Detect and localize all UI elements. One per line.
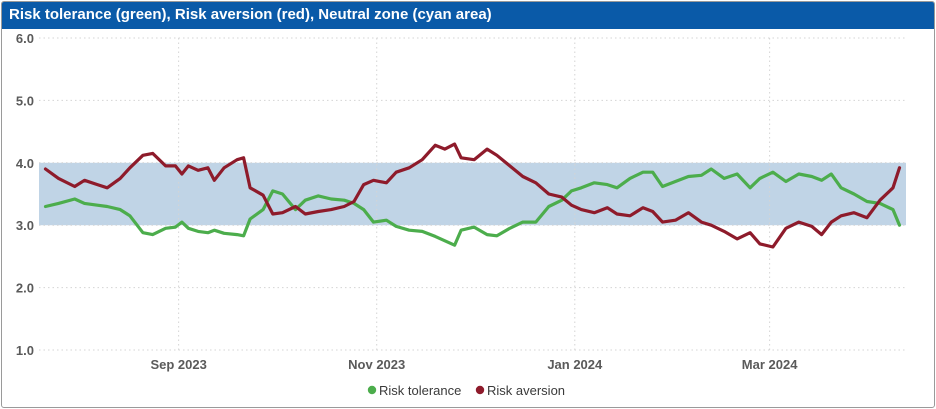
x-tick-label: Nov 2023 — [348, 357, 405, 372]
y-tick-label: 2.0 — [16, 281, 34, 296]
chart-title-bar: Risk tolerance (green), Risk aversion (r… — [2, 2, 934, 29]
legend-marker-risk-aversion — [475, 385, 485, 395]
legend-marker-risk-tolerance — [367, 385, 377, 395]
y-tick-label: 5.0 — [16, 93, 34, 108]
y-tick-label: 4.0 — [16, 156, 34, 171]
legend-label-risk-aversion: Risk aversion — [487, 383, 565, 398]
neutral-zone-area — [39, 162, 906, 226]
x-tick-label: Jan 2024 — [547, 357, 603, 372]
series-line-risk-tolerance — [43, 167, 902, 247]
y-tick-label: 1.0 — [16, 343, 34, 358]
y-tick-label: 3.0 — [16, 218, 34, 233]
chart-title: Risk tolerance (green), Risk aversion (r… — [9, 6, 492, 23]
series-line-risk-aversion — [43, 142, 902, 249]
legend-label-risk-tolerance: Risk tolerance — [379, 383, 461, 398]
x-tick-label: Mar 2024 — [742, 357, 798, 372]
y-tick-label: 6.0 — [16, 31, 34, 46]
x-tick-label: Sep 2023 — [150, 357, 206, 372]
